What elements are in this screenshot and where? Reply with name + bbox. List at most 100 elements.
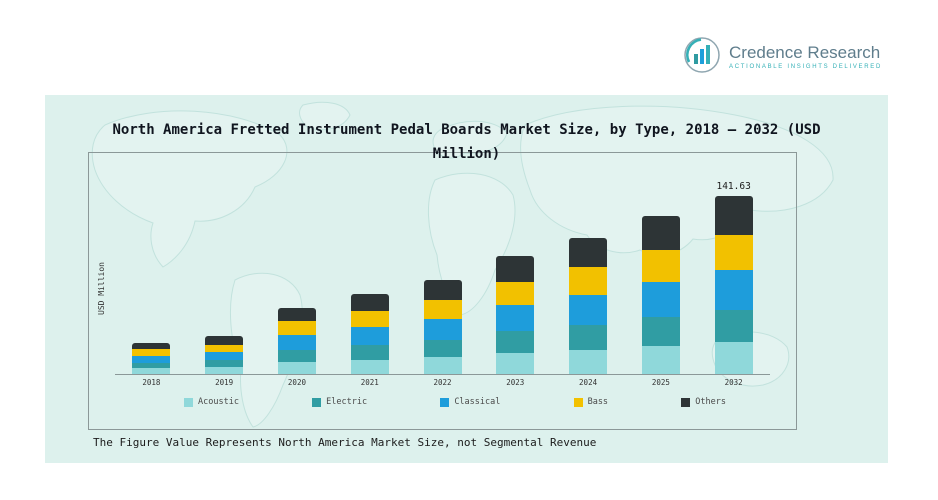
segment-electric: [714, 310, 753, 342]
bar-group-2022: [406, 279, 479, 374]
chart-footnote: The Figure Value Represents North Americ…: [93, 436, 597, 449]
credence-research-logo: Credence Research Actionable Insights De…: [683, 36, 882, 78]
bar-group-2019: [188, 336, 261, 374]
legend-label: Others: [695, 397, 726, 407]
segment-bass: [350, 311, 389, 328]
segment-bass: [569, 267, 608, 295]
segment-others: [714, 196, 753, 235]
segment-electric: [277, 350, 316, 363]
segment-classical: [641, 282, 680, 318]
segment-bass: [423, 300, 462, 320]
segment-others: [423, 279, 462, 301]
segment-classical: [350, 327, 389, 345]
segment-electric: [205, 360, 244, 368]
stacked-bar: [641, 215, 680, 374]
segment-electric: [132, 362, 171, 369]
ticks-row: 2018 2019 2020 2021 2022 2023 2024 2025 2032: [115, 378, 770, 387]
segment-acoustic: [277, 362, 316, 374]
segment-others: [350, 293, 389, 312]
segment-acoustic: [641, 345, 680, 374]
bar-group-2032: 141.63: [697, 181, 770, 374]
chart-panel: North America Fretted Instrument Pedal B…: [45, 95, 888, 463]
segment-classical: [277, 335, 316, 351]
logo-text: Credence Research Actionable Insights De…: [729, 42, 882, 71]
stacked-bar: [423, 279, 462, 374]
segment-acoustic: [205, 367, 244, 374]
segment-others: [132, 342, 171, 350]
bar-group-2018: [115, 342, 188, 374]
x-tick-2022: 2022: [433, 378, 452, 387]
segment-classical: [569, 294, 608, 325]
x-tick-2025: 2025: [651, 378, 670, 387]
logo-tagline: Actionable Insights Delivered: [729, 64, 882, 71]
segment-others: [496, 255, 535, 282]
segment-bass: [132, 349, 171, 356]
bar-group-2021: [333, 293, 406, 374]
segment-bass: [641, 250, 680, 283]
segment-acoustic: [714, 342, 753, 374]
segment-others: [205, 336, 244, 345]
legend-swatch: [184, 397, 193, 407]
stacked-bar: [569, 238, 608, 374]
legend-item-others: Others: [681, 397, 726, 407]
segment-classical: [205, 352, 244, 361]
legend-swatch: [681, 397, 691, 407]
segment-electric: [569, 325, 608, 350]
legend-swatch: [440, 397, 450, 407]
x-tick-2020: 2020: [287, 378, 306, 387]
x-tick-2024: 2024: [579, 378, 598, 387]
x-tick-2018: 2018: [142, 378, 161, 387]
stacked-bar: [350, 293, 389, 374]
stacked-bar: [496, 255, 535, 374]
legend-swatch: [312, 397, 322, 407]
bar-value-label: 141.63: [716, 181, 751, 193]
stacked-bar: [205, 336, 244, 374]
segment-bass: [205, 344, 244, 353]
legend-swatch: [573, 397, 583, 407]
legend-label: Bass: [587, 397, 609, 407]
bar-group-2024: [552, 238, 625, 374]
x-tick-2019: 2019: [215, 378, 234, 387]
bar-group-2020: [261, 307, 334, 374]
y-axis-label: USD Million: [97, 262, 106, 315]
legend-label: Acoustic: [198, 397, 239, 407]
segment-acoustic: [132, 368, 171, 374]
segment-bass: [277, 321, 316, 336]
stacked-bar: [277, 307, 316, 374]
legend-item-bass: Bass: [573, 397, 609, 407]
logo-chart-icon: [683, 36, 721, 78]
legend-label: Electric: [326, 397, 368, 407]
segment-acoustic: [496, 352, 535, 374]
x-tick-2021: 2021: [360, 378, 379, 387]
segment-electric: [350, 345, 389, 360]
segment-classical: [132, 355, 171, 363]
segment-others: [641, 215, 680, 251]
x-tick-2032: 2032: [724, 378, 743, 387]
plot-area: USD Million 141.63 2018 2019 2020 2021 2022 2…: [88, 152, 797, 430]
segment-others: [569, 238, 608, 268]
segment-electric: [496, 331, 535, 353]
stacked-bar: [714, 196, 753, 374]
bars-area: 141.63: [115, 153, 770, 375]
segment-bass: [714, 234, 753, 271]
logo-company-name: Credence Research: [729, 42, 881, 62]
segment-acoustic: [569, 349, 608, 374]
legend-item-electric: Electric: [312, 397, 367, 407]
chart-title: North America Fretted Instrument Pedal B…: [112, 122, 821, 162]
legend-item-classical: Classical: [440, 397, 500, 407]
bar-group-2023: [479, 255, 552, 374]
x-tick-2023: 2023: [506, 378, 525, 387]
segment-acoustic: [423, 357, 462, 374]
segment-classical: [714, 270, 753, 310]
segment-others: [277, 307, 316, 322]
segment-classical: [423, 319, 462, 340]
segment-bass: [496, 281, 535, 306]
segment-electric: [641, 317, 680, 346]
legend-label: Classical: [454, 397, 501, 407]
legend: Acoustic Electric Classical Bass Others: [184, 397, 726, 407]
stacked-bar: [132, 342, 171, 374]
segment-electric: [423, 340, 462, 357]
segment-classical: [496, 305, 535, 332]
bar-group-2025: [624, 215, 697, 374]
